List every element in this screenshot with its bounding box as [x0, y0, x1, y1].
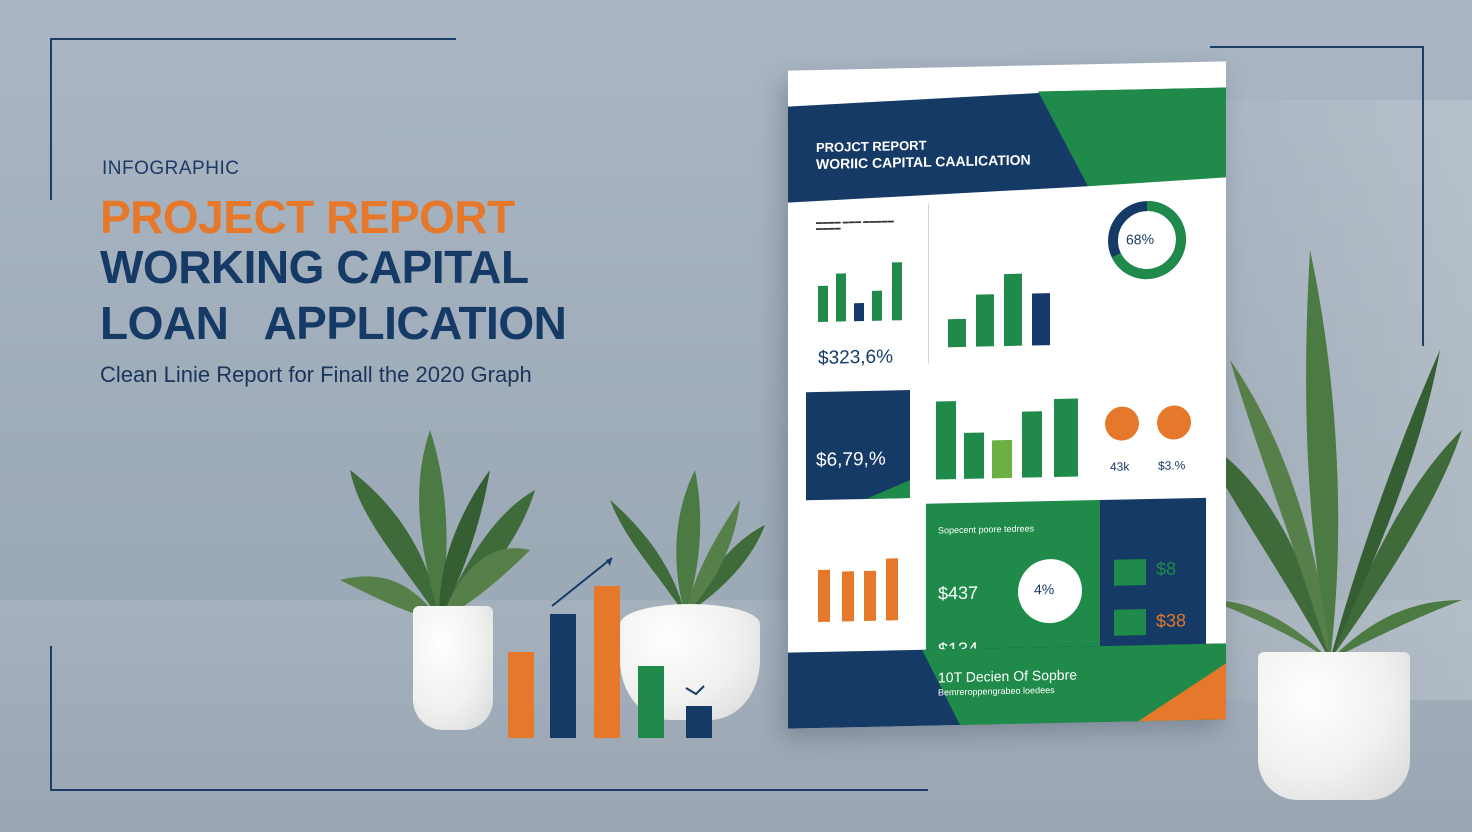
decor-bar-2: [550, 614, 576, 738]
divider: [928, 203, 929, 364]
poster-header-bg: [788, 87, 1226, 203]
donut-chart: [1108, 201, 1186, 280]
poster-title-1: PROJCT REPORT: [816, 137, 927, 156]
kicker-label: INFOGRAPHIC: [102, 158, 240, 179]
poster-footer: 10T Decien Of Sopbre Bemreroppengrabeo l…: [788, 643, 1226, 729]
navy-box-value: $6,79,%: [816, 448, 886, 472]
footer-title: 10T Decien Of Sopbre: [938, 666, 1078, 686]
frame-left-upper: [50, 38, 52, 200]
report-poster: PROJCT REPORT WORIIC CAPITAL CAALICATION…: [788, 61, 1226, 729]
chart1-caption: ▬▬▬▬ ▬▬▬ ▬▬▬▬▬ ▬▬▬▬: [816, 218, 895, 233]
orange-circle-1-value: 43k: [1110, 459, 1130, 474]
orange-circles: [1105, 405, 1191, 441]
frame-top-left: [50, 38, 456, 40]
decor-bar-4: [638, 666, 664, 738]
chart3-bars: [936, 396, 1086, 480]
green-panel-heading: Sopecent poore tedrees: [938, 523, 1035, 536]
frame-bottom: [50, 789, 928, 791]
chart1-value: $323,6%: [818, 346, 894, 369]
frame-right: [1422, 46, 1424, 346]
frame-top-right: [1210, 46, 1424, 48]
decor-bar-3: [594, 586, 620, 738]
side-tile-2: [1114, 609, 1146, 636]
pot-right: [1258, 652, 1410, 800]
white-circle-value: 4%: [1034, 581, 1055, 598]
plant-right-leaves: [1200, 250, 1462, 660]
plant-left-leaves: [340, 430, 535, 620]
trend-arrows: [551, 557, 705, 696]
donut-value: 68%: [1126, 230, 1155, 248]
navy-stat-box: $6,79,%: [806, 390, 910, 501]
green-value-1: $437: [938, 582, 979, 604]
orange-circle-2-value: $3.%: [1158, 458, 1186, 473]
side-tile-1: [1114, 559, 1146, 586]
pot-left: [413, 606, 493, 730]
chart2-bars: [948, 265, 1068, 348]
decor-bar-5: [686, 706, 712, 738]
headline-line-3: LOAN APPLICATION: [100, 297, 567, 349]
frame-left-lower: [50, 646, 52, 790]
subtitle: Clean Linie Report for Finall the 2020 G…: [100, 362, 532, 387]
chart4-bars: [818, 554, 908, 622]
plant-middle-leaves: [610, 470, 765, 615]
headline-line-1: PROJECT REPORT: [100, 191, 515, 243]
side-value-2: $38: [1156, 610, 1187, 631]
chart1-bars: [818, 258, 908, 322]
side-value-1: $8: [1156, 558, 1177, 579]
decor-bar-1: [508, 652, 534, 738]
headline-line-2: WORKING CAPITAL: [100, 241, 529, 293]
